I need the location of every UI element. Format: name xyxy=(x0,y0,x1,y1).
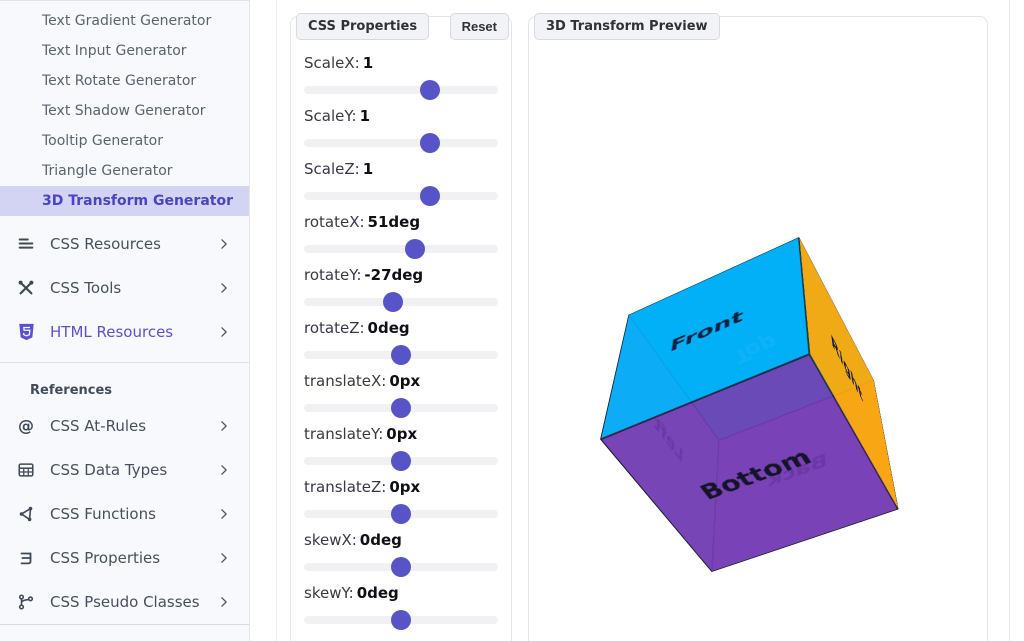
css-brackets-icon xyxy=(16,548,36,568)
sidebar-item-label: CSS Data Types xyxy=(50,461,167,479)
content-left-edge xyxy=(276,0,277,641)
scrollbar-track[interactable] xyxy=(1009,0,1010,641)
chevron-right-icon xyxy=(217,595,231,609)
scaley-slider[interactable] xyxy=(304,139,498,147)
slider-row-translatey: translateY: 0px xyxy=(304,424,498,477)
sidebar-item-label: CSS Functions xyxy=(50,505,156,523)
translatex-slider[interactable] xyxy=(304,404,498,412)
slider-thumb[interactable] xyxy=(391,504,411,524)
sidebar-item-3d-transform-generator[interactable]: 3D Transform Generator xyxy=(0,186,249,216)
scalez-slider[interactable] xyxy=(304,192,498,200)
vector-triangle-icon xyxy=(16,504,36,524)
sidebar-item-text-input-generator[interactable]: Text Input Generator xyxy=(0,36,249,66)
slider-label: rotateZ: 0deg xyxy=(304,318,498,338)
sliders-container: ScaleX: 1 ScaleY: 1 ScaleZ: 1 rotateX: 5… xyxy=(291,17,511,636)
chevron-right-icon xyxy=(217,281,231,295)
slider-thumb[interactable] xyxy=(420,133,440,153)
chevron-right-icon xyxy=(217,507,231,521)
sidebar-item-triangle-generator[interactable]: Triangle Generator xyxy=(0,156,249,186)
rotatex-slider[interactable] xyxy=(304,245,498,253)
chevron-right-icon xyxy=(217,551,231,565)
slider-row-skewx: skewX: 0deg xyxy=(304,530,498,583)
branch-icon xyxy=(16,592,36,612)
sidebar-item-label: CSS At-Rules xyxy=(50,417,146,435)
sidebar-item-css-properties[interactable]: CSS Properties xyxy=(0,536,249,580)
table-icon xyxy=(16,460,36,480)
translatez-slider[interactable] xyxy=(304,510,498,518)
slider-thumb[interactable] xyxy=(391,398,411,418)
panel-title: 3D Transform Preview xyxy=(534,13,720,40)
slider-label: translateZ: 0px xyxy=(304,477,498,497)
chevron-right-icon xyxy=(217,237,231,251)
reset-button[interactable]: Reset xyxy=(450,13,509,40)
sidebar-item-html-resources[interactable]: HTML Resources xyxy=(0,310,249,354)
skewx-slider[interactable] xyxy=(304,563,498,571)
sidebar-item-label: CSS Resources xyxy=(50,235,161,253)
preview-panel: 3D Transform Preview Front Back Right Le… xyxy=(528,16,988,641)
slider-thumb[interactable] xyxy=(405,239,425,259)
cube: Front Back Right Left Top Bottom xyxy=(660,313,858,510)
slider-row-rotatey: rotateY: -27deg xyxy=(304,265,498,318)
sidebar-item-tooltip-generator[interactable]: Tooltip Generator xyxy=(0,126,249,156)
slider-thumb[interactable] xyxy=(420,186,440,206)
slider-label: translateX: 0px xyxy=(304,371,498,391)
sidebar-item-css-resources[interactable]: CSS Resources xyxy=(0,222,249,266)
sidebar-item-label: HTML Resources xyxy=(50,323,173,341)
chevron-right-icon xyxy=(217,463,231,477)
sidebar-item-label: CSS Pseudo Classes xyxy=(50,593,200,611)
rotatey-slider[interactable] xyxy=(304,298,498,306)
page: Text Gradient Generator Text Input Gener… xyxy=(0,0,1024,641)
sidebar-item-label: CSS Tools xyxy=(50,279,121,297)
slider-row-scalez: ScaleZ: 1 xyxy=(304,159,498,212)
slider-thumb[interactable] xyxy=(391,557,411,577)
chevron-right-icon xyxy=(217,325,231,339)
sidebar: Text Gradient Generator Text Input Gener… xyxy=(0,0,250,641)
slider-label: skewX: 0deg xyxy=(304,530,498,550)
skewy-slider[interactable] xyxy=(304,616,498,624)
sidebar-item-text-shadow-generator[interactable]: Text Shadow Generator xyxy=(0,96,249,126)
html5-shield-icon xyxy=(16,322,36,342)
slider-row-translatex: translateX: 0px xyxy=(304,371,498,424)
sidebar-item-css-pseudo-classes[interactable]: CSS Pseudo Classes xyxy=(0,580,249,625)
sidebar-item-css-at-rules[interactable]: @ CSS At-Rules xyxy=(0,404,249,448)
slider-thumb[interactable] xyxy=(391,610,411,630)
sidebar-item-text-gradient-generator[interactable]: Text Gradient Generator xyxy=(0,6,249,36)
slider-row-translatez: translateZ: 0px xyxy=(304,477,498,530)
slider-row-rotatex: rotateX: 51deg xyxy=(304,212,498,265)
rotatez-slider[interactable] xyxy=(304,351,498,359)
scalex-slider[interactable] xyxy=(304,86,498,94)
sidebar-item-css-data-types[interactable]: CSS Data Types xyxy=(0,448,249,492)
list-icon xyxy=(16,234,36,254)
slider-row-scalex: ScaleX: 1 xyxy=(304,53,498,106)
sidebar-item-css-functions[interactable]: CSS Functions xyxy=(0,492,249,536)
slider-thumb[interactable] xyxy=(391,451,411,471)
css-properties-panel: CSS Properties Reset ScaleX: 1 ScaleY: 1… xyxy=(290,16,512,641)
cube-scene: Front Back Right Left Top Bottom xyxy=(655,306,855,506)
slider-row-rotatez: rotateZ: 0deg xyxy=(304,318,498,371)
slider-label: ScaleX: 1 xyxy=(304,53,498,73)
slider-label: ScaleZ: 1 xyxy=(304,159,498,179)
translatey-slider[interactable] xyxy=(304,457,498,465)
at-sign-icon: @ xyxy=(16,416,36,436)
slider-row-scaley: ScaleY: 1 xyxy=(304,106,498,159)
sidebar-item-css-tools[interactable]: CSS Tools xyxy=(0,266,249,310)
slider-label: translateY: 0px xyxy=(304,424,498,444)
sidebar-item-label: CSS Properties xyxy=(50,549,160,567)
slider-thumb[interactable] xyxy=(383,292,403,312)
panel-title: CSS Properties xyxy=(296,13,429,40)
slider-label: skewY: 0deg xyxy=(304,583,498,603)
slider-label: ScaleY: 1 xyxy=(304,106,498,126)
slider-label: rotateX: 51deg xyxy=(304,212,498,232)
slider-label: rotateY: -27deg xyxy=(304,265,498,285)
chevron-right-icon xyxy=(217,419,231,433)
sidebar-item-text-rotate-generator[interactable]: Text Rotate Generator xyxy=(0,66,249,96)
references-title: References xyxy=(0,363,249,404)
generator-list: Text Gradient Generator Text Input Gener… xyxy=(0,0,249,222)
tools-icon xyxy=(16,278,36,298)
slider-thumb[interactable] xyxy=(420,80,440,100)
slider-thumb[interactable] xyxy=(391,345,411,365)
slider-row-skewy: skewY: 0deg xyxy=(304,583,498,636)
